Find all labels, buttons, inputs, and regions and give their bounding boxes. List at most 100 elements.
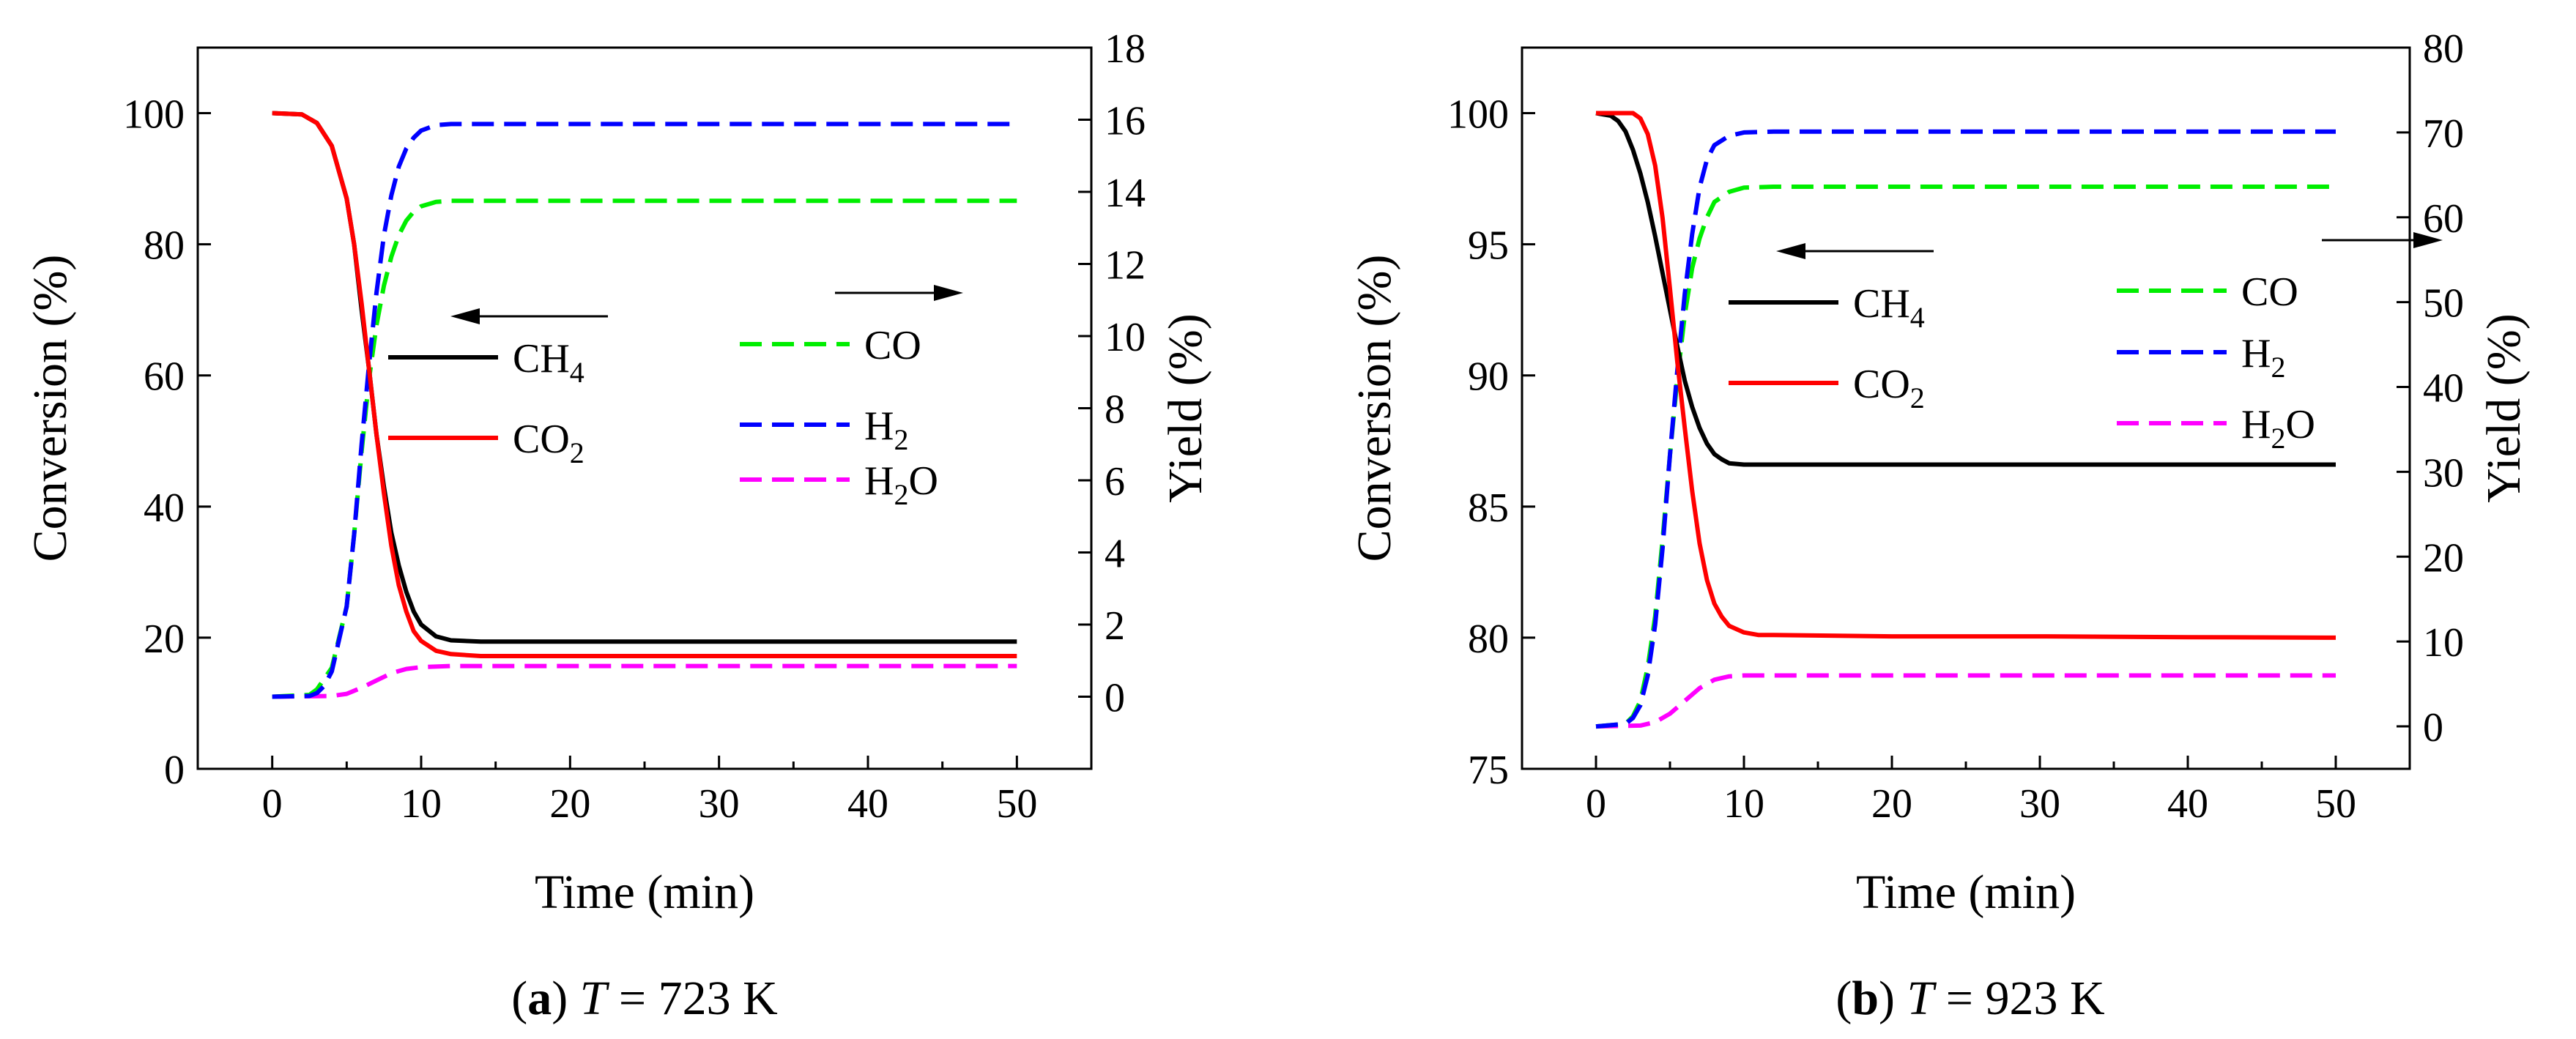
arrow-head <box>450 308 480 324</box>
series-line-co <box>1595 185 2336 729</box>
y-right-tick-label: 10 <box>2423 620 2464 666</box>
y-right-tick-label: 60 <box>2423 196 2464 242</box>
legend-label-base: H <box>864 458 894 504</box>
legend-item-ch4: CH4 <box>388 336 584 389</box>
caption-paren-close: ) <box>1879 972 1907 1025</box>
x-tick-label: 0 <box>1586 781 1606 827</box>
y-right-tick-label: 40 <box>2423 366 2464 411</box>
legend-label-subscript: 2 <box>894 423 908 456</box>
caption-value: 923 K <box>1985 972 2104 1025</box>
y-right-tick-label: 12 <box>1105 243 1146 288</box>
y-left-tick-label: 100 <box>123 92 185 138</box>
y-left-tick-label: 60 <box>144 354 185 400</box>
legend-label-base: H <box>864 403 894 449</box>
legend-label: CO <box>864 323 921 368</box>
y-left-tick-label: 0 <box>164 748 185 793</box>
legend-label-base: CO <box>864 323 921 368</box>
chart-panel-a: 0 10 20 30 40 50 0 20 40 60 80 100 0 2 4 6 8 10 12 14 16 18 Ti… <box>23 26 1212 1025</box>
caption-equals: = <box>1934 972 1985 1025</box>
legend-label: CO2 <box>1853 362 1925 414</box>
arrow-right <box>2322 232 2443 248</box>
legend-item-h2: H2 <box>2117 331 2285 384</box>
legend-label-base: CH <box>513 336 570 381</box>
legend-item-co: CO <box>740 323 921 368</box>
legend-label-base: CO <box>2241 269 2298 315</box>
x-tick-label: 50 <box>996 781 1037 827</box>
legend-label-subscript: 2 <box>1910 381 1925 414</box>
legend-label-tail: O <box>2285 402 2315 447</box>
y-right-axis-title: Yield (%) <box>1159 313 1212 502</box>
caption-paren-open: ( <box>511 972 527 1025</box>
caption-variable: T <box>1907 972 1937 1025</box>
panel-caption: (a) T = 723 K <box>511 972 778 1025</box>
arrow-head <box>1776 243 1805 259</box>
legend-label-subscript: 2 <box>2271 422 2285 455</box>
y-right-tick-label: 18 <box>1105 26 1146 72</box>
y-right-tick-label: 0 <box>1105 676 1125 721</box>
legend-label: H2O <box>864 458 938 511</box>
x-axis-title: Time (min) <box>535 865 754 919</box>
legend-label: CH4 <box>1853 281 1925 334</box>
legend-label-base: CO <box>1853 362 1910 407</box>
legend-label-subscript: 2 <box>2271 351 2285 384</box>
caption-variable: T <box>580 972 610 1025</box>
legend-label: H2 <box>2241 331 2285 384</box>
series-line-h2 <box>272 122 1017 699</box>
legend-item-co2: CO2 <box>1729 362 1925 414</box>
x-tick-label: 30 <box>2019 781 2060 827</box>
y-right-tick-label: 8 <box>1105 387 1125 433</box>
y-left-tick-label: 80 <box>1468 617 1509 662</box>
caption-panel-label: a <box>527 972 552 1025</box>
y-right-tick-label: 6 <box>1105 459 1125 504</box>
arrow-left <box>450 308 608 324</box>
legend-label: CO <box>2241 269 2298 315</box>
caption-paren-close: ) <box>552 972 579 1025</box>
y-right-tick-label: 10 <box>1105 315 1146 360</box>
series-line-ch4 <box>272 111 1017 644</box>
caption-equals: = <box>606 972 658 1025</box>
x-tick-label: 30 <box>699 781 740 827</box>
y-left-tick-label: 90 <box>1468 354 1509 400</box>
y-left-tick-label: 80 <box>144 223 185 269</box>
arrow-head <box>934 285 963 301</box>
y-left-axis-title: Conversion (%) <box>23 255 77 562</box>
legend-label-base: H <box>2241 331 2271 376</box>
y-left-tick-label: 85 <box>1468 485 1509 531</box>
y-left-tick-label: 100 <box>1447 92 1509 138</box>
legend-label-base: CO <box>513 417 570 462</box>
y-right-axis-title: Yield (%) <box>2477 313 2531 502</box>
series-line-h2 <box>1595 129 2336 729</box>
y-left-tick-label: 75 <box>1468 748 1509 793</box>
y-right-tick-label: 0 <box>2423 705 2443 751</box>
legend-label-subscript: 2 <box>894 478 908 511</box>
legend-item-h2: H2 <box>740 403 908 456</box>
legend-label: CO2 <box>513 417 584 469</box>
x-tick-label: 20 <box>549 781 590 827</box>
x-tick-label: 0 <box>262 781 283 827</box>
series-line-co2 <box>272 111 1017 658</box>
y-left-tick-label: 40 <box>144 485 185 531</box>
y-right-tick-label: 50 <box>2423 281 2464 327</box>
arrow-left <box>1776 243 1934 259</box>
y-right-tick-label: 2 <box>1105 603 1125 649</box>
y-left-axis-title: Conversion (%) <box>1348 255 1401 562</box>
arrow-right <box>835 285 963 301</box>
x-tick-label: 40 <box>2167 781 2208 827</box>
legend-item-ch4: CH4 <box>1729 281 1925 334</box>
panel-caption: (b) T = 923 K <box>1836 972 2104 1025</box>
x-tick-label: 10 <box>401 781 442 827</box>
y-right-tick-label: 20 <box>2423 535 2464 581</box>
y-right-tick-label: 14 <box>1105 171 1146 216</box>
legend-label-subscript: 4 <box>570 356 584 389</box>
caption-value: 723 K <box>658 972 778 1025</box>
x-tick-label: 10 <box>1723 781 1764 827</box>
legend-label-tail: O <box>908 458 938 504</box>
y-right-tick-label: 4 <box>1105 532 1125 577</box>
legend-label: CH4 <box>513 336 584 389</box>
caption-panel-label: b <box>1852 972 1879 1025</box>
x-tick-label: 40 <box>847 781 888 827</box>
series-line-h2o <box>272 663 1017 699</box>
legend-item-h2o: H2O <box>2117 402 2315 455</box>
legend-label: H2O <box>2241 402 2315 455</box>
arrow-head <box>2413 232 2443 248</box>
